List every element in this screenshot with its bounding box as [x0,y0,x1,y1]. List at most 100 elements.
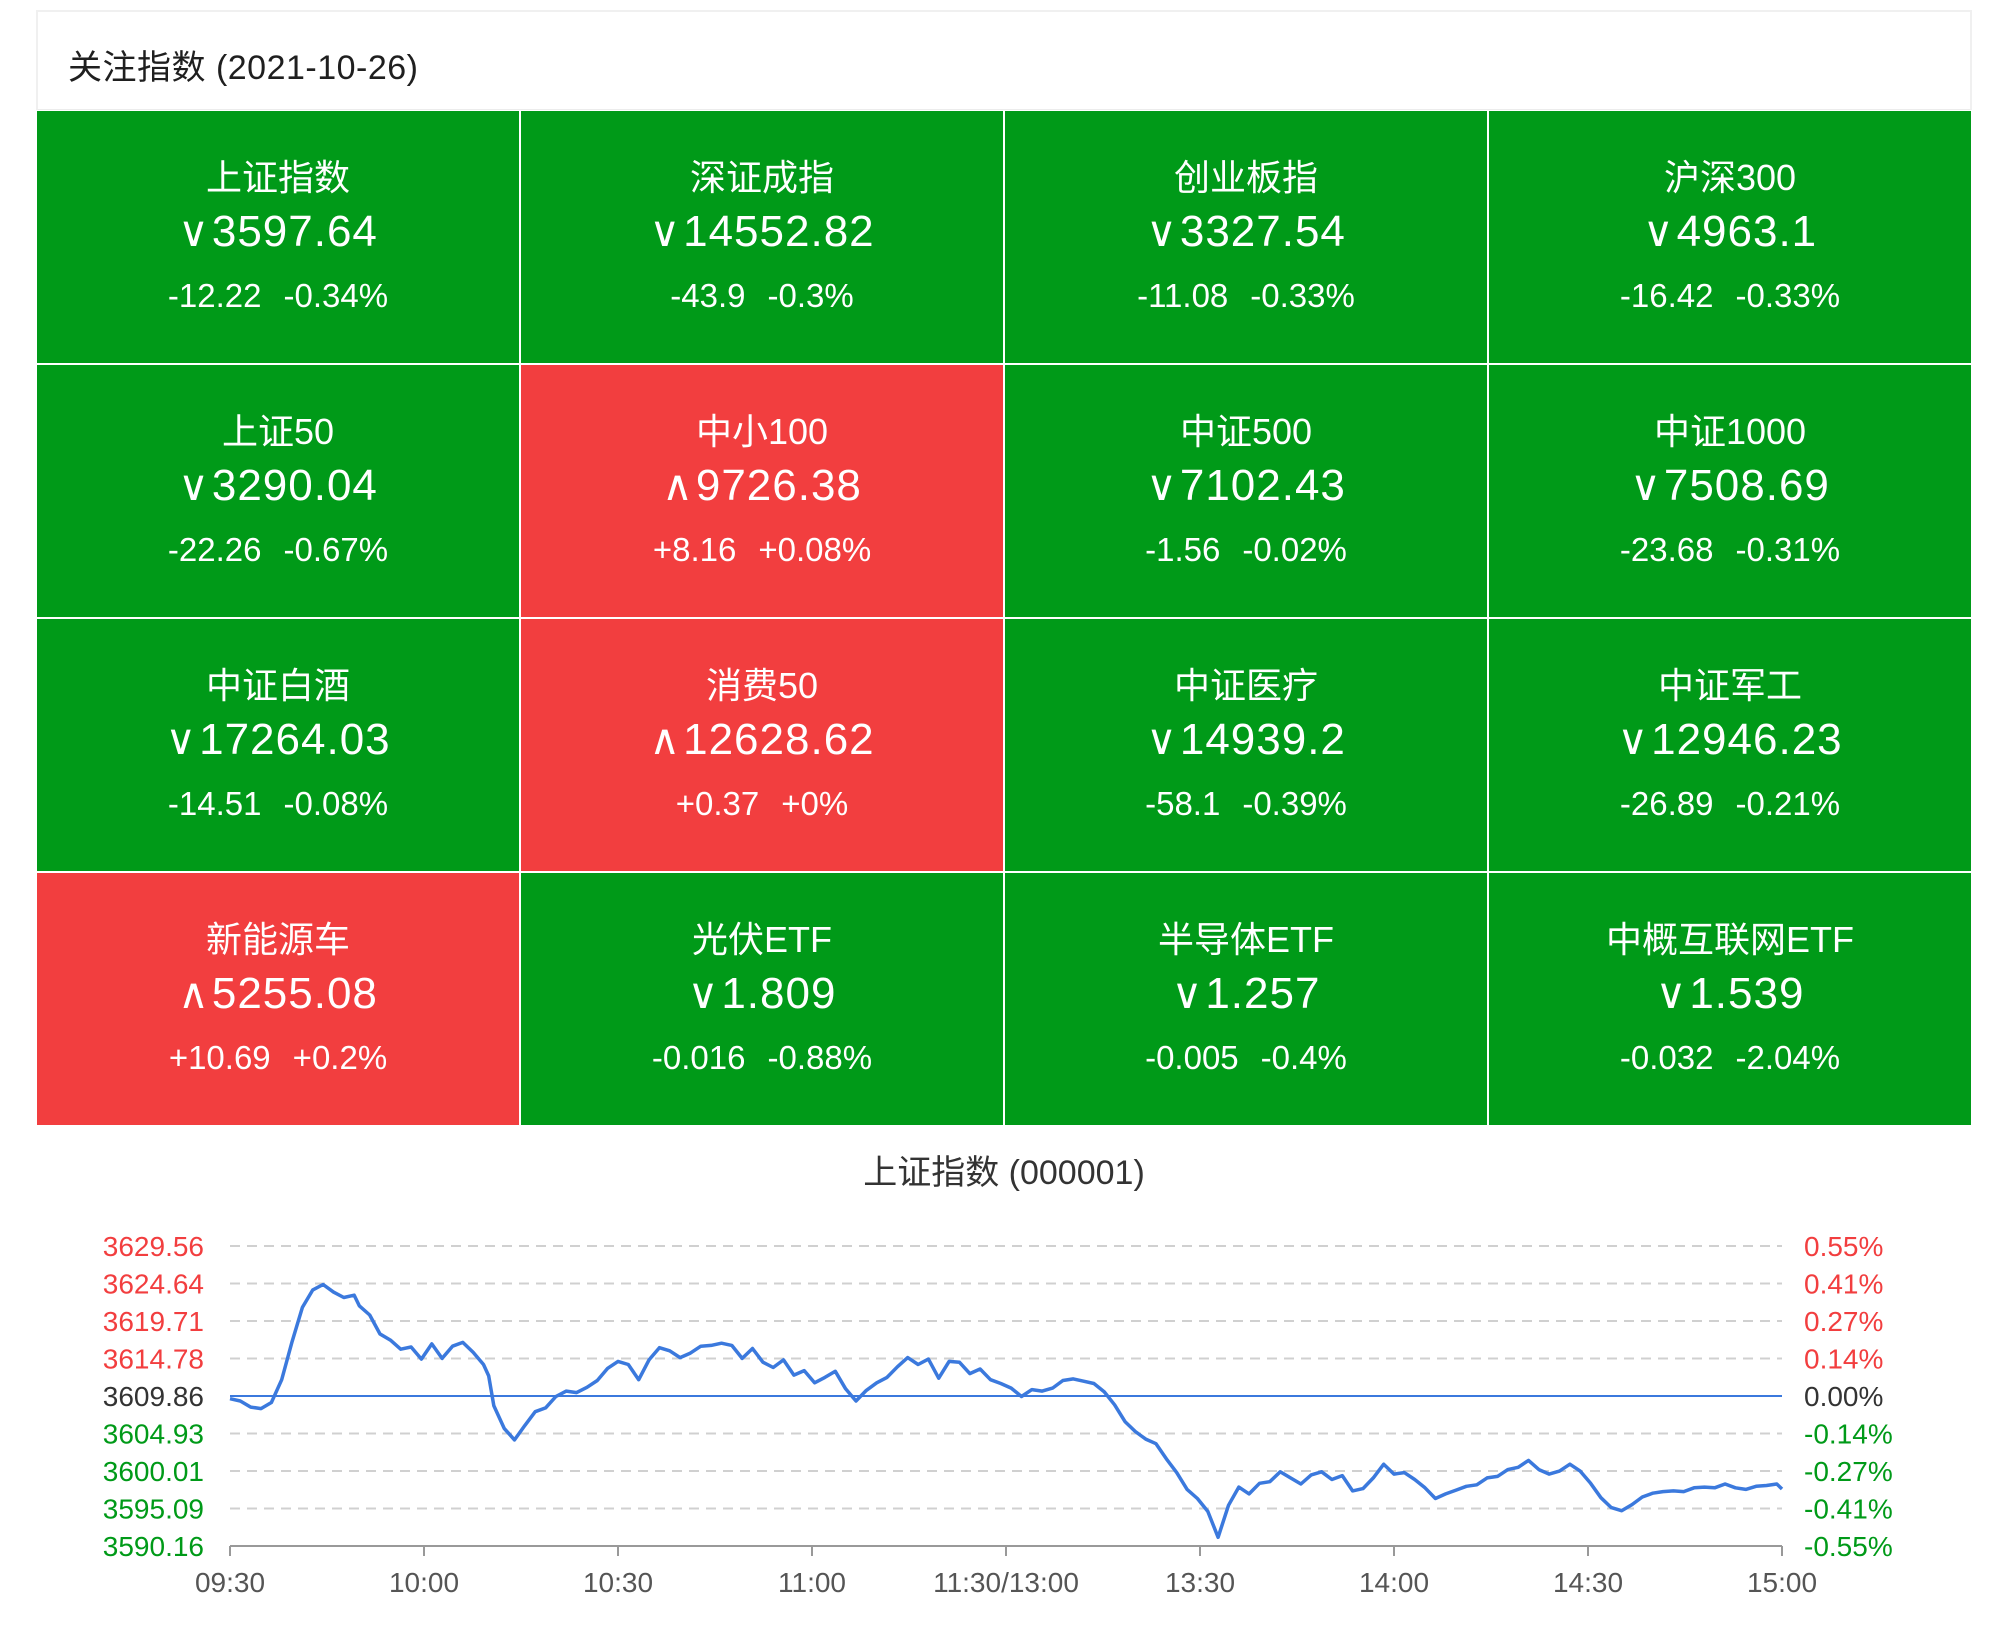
tile-change-pct: -0.31% [1735,531,1841,568]
tile-name: 光伏ETF [692,919,832,960]
tile-change-value: -0.005 [1145,1039,1239,1076]
tile-price-value: 3597.64 [211,207,378,256]
tile-price: ∨12946.23 [1489,715,1971,765]
y-tick-label-left: 3629.56 [103,1231,204,1262]
index-tile[interactable]: 上证指数 ∨3597.64 -12.22 -0.34% [36,110,520,364]
y-tick-label-right: 0.00% [1804,1381,1883,1412]
tile-price: ∨1.257 [1005,969,1487,1019]
trend-arrow-icon: ∨ [1171,970,1204,1017]
index-tile[interactable]: 中证1000 ∨7508.69 -23.68 -0.31% [1488,364,1972,618]
y-tick-label-right: 0.41% [1804,1269,1883,1300]
tile-change-pct: -0.67% [283,531,389,568]
index-tile[interactable]: 沪深300 ∨4963.1 -16.42 -0.33% [1488,110,1972,364]
tile-change-pct: -0.08% [283,785,389,822]
index-tile[interactable]: 中证医疗 ∨14939.2 -58.1 -0.39% [1004,618,1488,872]
index-panel: 关注指数 (2021-10-26) 上证指数 ∨3597.64 -12.22 -0… [36,10,1972,1620]
tile-change: +10.69 +0.2% [37,1039,519,1077]
tile-change-value: -26.89 [1619,785,1714,822]
tile-name: 半导体ETF [1158,919,1334,960]
tile-price: ∨4963.1 [1489,207,1971,257]
index-tile[interactable]: 中概互联网ETF ∨1.539 -0.032 -2.04% [1488,872,1972,1126]
tile-change-pct: +0.08% [758,531,872,568]
tile-change: -0.032 -2.04% [1489,1039,1971,1077]
tile-price-value: 1.539 [1689,969,1805,1018]
y-tick-label-left: 3604.93 [103,1419,204,1450]
index-tile[interactable]: 光伏ETF ∨1.809 -0.016 -0.88% [520,872,1004,1126]
x-tick-label: 15:00 [1747,1567,1817,1598]
tile-price-value: 14552.82 [683,207,875,256]
y-tick-label-left: 3595.09 [103,1494,204,1525]
tile-change: -16.42 -0.33% [1489,277,1971,315]
x-tick-label: 13:30 [1165,1567,1235,1598]
index-tile[interactable]: 中证500 ∨7102.43 -1.56 -0.02% [1004,364,1488,618]
y-tick-label-left: 3614.78 [103,1344,204,1375]
panel-title: 关注指数 (2021-10-26) [68,49,419,87]
tile-change-value: -12.22 [167,277,262,314]
tile-price: ∨7102.43 [1005,461,1487,511]
tile-change: -1.56 -0.02% [1005,531,1487,569]
tile-change: -0.005 -0.4% [1005,1039,1487,1077]
y-tick-label-right: -0.41% [1804,1494,1893,1525]
index-tile[interactable]: 新能源车 ∧5255.08 +10.69 +0.2% [36,872,520,1126]
tile-name: 深证成指 [689,157,834,198]
index-tile[interactable]: 上证50 ∨3290.04 -22.26 -0.67% [36,364,520,618]
tile-name: 中证1000 [1653,411,1807,452]
tile-name: 消费50 [705,665,819,706]
tile-price-value: 3290.04 [211,461,378,510]
tile-name: 中证医疗 [1173,665,1318,706]
tile-change-value: -58.1 [1145,785,1221,822]
tile-price: ∨14939.2 [1005,715,1487,765]
tile-name: 中证军工 [1657,665,1802,706]
index-tile[interactable]: 中证白酒 ∨17264.03 -14.51 -0.08% [36,618,520,872]
y-tick-label-left: 3600.01 [103,1456,204,1487]
trend-arrow-icon: ∨ [1642,208,1675,255]
tile-price-value: 12628.62 [683,715,875,764]
tile-price-value: 14939.2 [1179,715,1346,764]
y-tick-label-right: 0.14% [1804,1344,1883,1375]
tile-price: ∨14552.82 [521,207,1003,257]
trend-arrow-icon: ∨ [1617,716,1650,763]
tile-change-pct: -0.33% [1735,277,1841,314]
tile-change: -26.89 -0.21% [1489,785,1971,823]
index-tile[interactable]: 创业板指 ∨3327.54 -11.08 -0.33% [1004,110,1488,364]
tile-price-value: 4963.1 [1676,207,1818,256]
tile-change-value: -1.56 [1145,531,1221,568]
index-tile[interactable]: 深证成指 ∨14552.82 -43.9 -0.3% [520,110,1004,364]
tile-change-pct: -2.04% [1735,1039,1841,1076]
tile-price: ∧9726.38 [521,461,1003,511]
tile-name: 中证500 [1179,411,1313,452]
tile-change: +8.16 +0.08% [521,531,1003,569]
index-tile[interactable]: 中证军工 ∨12946.23 -26.89 -0.21% [1488,618,1972,872]
tile-change-pct: -0.39% [1242,785,1347,822]
index-tile[interactable]: 消费50 ∧12628.62 +0.37 +0% [520,618,1004,872]
tile-change-value: -23.68 [1619,531,1714,568]
tile-change: -43.9 -0.3% [521,277,1003,315]
tile-price: ∨7508.69 [1489,461,1971,511]
y-tick-label-right: 0.55% [1804,1231,1883,1262]
trend-arrow-icon: ∨ [178,208,210,255]
tile-price: ∨3290.04 [37,461,519,511]
tile-price-value: 1.257 [1205,969,1321,1018]
tile-change-value: +0.37 [675,785,760,822]
trend-arrow-icon: ∧ [649,716,682,763]
x-tick-label: 14:00 [1359,1567,1429,1598]
tile-price-value: 7508.69 [1663,461,1830,510]
tile-change-pct: -0.34% [283,277,389,314]
index-tile[interactable]: 中小100 ∧9726.38 +8.16 +0.08% [520,364,1004,618]
tile-price-value: 5255.08 [211,969,378,1018]
tile-change: -23.68 -0.31% [1489,531,1971,569]
x-tick-label: 11:30/13:00 [933,1567,1079,1598]
tile-change-value: -22.26 [167,531,262,568]
tile-change-value: -0.032 [1619,1039,1714,1076]
tile-change: -12.22 -0.34% [37,277,519,315]
y-tick-label-left: 3590.16 [103,1531,204,1562]
tile-price: ∨3327.54 [1005,207,1487,257]
tile-change-value: -14.51 [167,785,262,822]
tile-price: ∧5255.08 [37,969,519,1019]
tile-price: ∨17264.03 [37,715,519,765]
trend-arrow-icon: ∨ [649,208,682,255]
index-tile[interactable]: 半导体ETF ∨1.257 -0.005 -0.4% [1004,872,1488,1126]
y-tick-label-right: -0.14% [1804,1419,1893,1450]
y-tick-label-left: 3624.64 [103,1269,204,1300]
tile-name: 上证50 [221,411,335,452]
